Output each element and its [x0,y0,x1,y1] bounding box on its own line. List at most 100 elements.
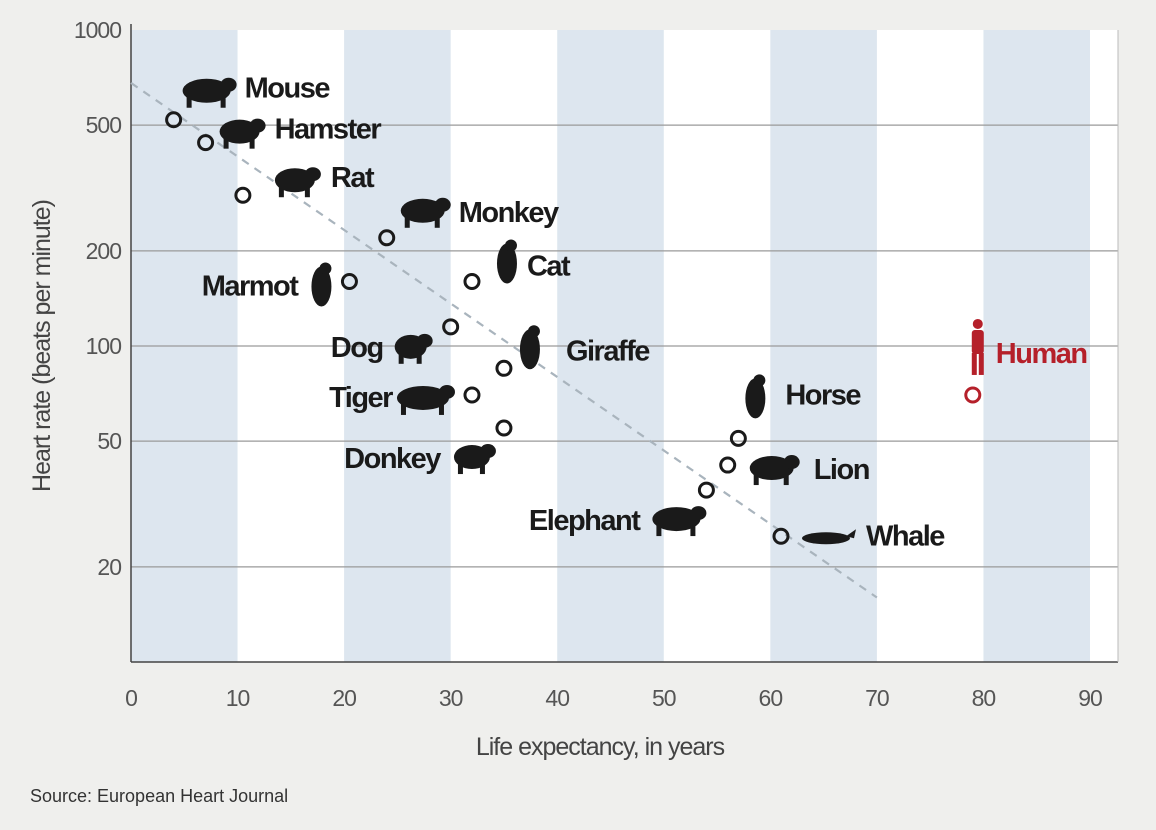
animal-leg-shape [398,350,404,364]
animal-leg-shape [278,184,284,198]
point-label: Horse [785,379,861,411]
y-tick-label: 20 [97,554,121,580]
rat-icon [274,167,321,198]
point-label: Marmot [202,270,300,302]
x-tick-label: 30 [439,685,463,711]
human-leg-shape [971,352,977,375]
animal-leg-shape [186,94,192,108]
y-tick-label: 50 [97,428,121,454]
animal-leg-shape [220,94,226,108]
data-point-marker [463,386,481,404]
x-tick-label: 90 [1078,685,1102,711]
x-tick-label: 10 [226,685,250,711]
animal-body-shape [801,532,850,545]
data-point-marker [442,318,460,336]
x-tick-label: 0 [125,685,137,711]
data-point-marker [340,272,358,290]
animal-body-shape [749,456,794,481]
data-point-marker [697,481,715,499]
data-point-monkey: Monkey [378,197,561,247]
animal-head-shape [753,374,766,387]
data-point-marker [378,229,396,247]
data-point-marker [495,419,513,437]
point-label: Monkey [459,197,559,229]
point-label: Tiger [329,382,393,414]
animal-head-shape [690,506,707,521]
whale-icon [801,529,856,545]
horse-icon [745,374,766,419]
animal-leg-shape [479,461,485,475]
mouse-icon [182,77,237,108]
animal-leg-shape [457,461,463,475]
animal-leg-shape [223,135,229,149]
y-axis-label: Heart rate (beats per minute) [28,200,56,492]
elephant-icon [652,506,707,537]
point-label: Giraffe [566,335,650,367]
data-point-human: Human [964,318,1088,404]
y-tick-label: 1000 [74,17,121,43]
data-point-cat: Cat [463,239,573,290]
data-point-horse: Horse [729,374,863,447]
data-point-tiger: Tiger [329,382,481,415]
animal-head-shape [783,455,800,470]
animal-head-shape [416,333,433,348]
animal-leg-shape [249,135,255,149]
animal-head-shape [220,77,237,92]
point-label: Donkey [344,443,441,475]
point-label: Elephant [529,505,641,537]
animal-body-shape [652,507,701,532]
animal-body-shape [745,378,766,419]
animal-leg-shape [416,350,422,364]
animal-leg-shape [404,214,410,228]
x-axis-label: Life expectancy, in years [476,733,725,761]
animal-leg-shape [753,472,759,486]
x-tick-label: 80 [972,685,996,711]
animal-leg-shape [304,184,310,198]
data-point-marker [463,272,481,290]
human-icon [971,318,984,375]
animal-leg-shape [783,472,789,486]
x-tick-label: 40 [545,685,569,711]
data-point-hamster: Hamster [197,114,383,152]
hamster-icon [219,118,266,149]
data-point-marmot: Marmot [202,262,358,307]
x-tick-label: 70 [865,685,889,711]
source-note: Source: European Heart Journal [30,786,288,806]
animal-head-shape [319,262,332,275]
marmot-icon [311,262,332,307]
animal-head-shape [504,239,517,252]
human-head-shape [972,318,983,329]
point-label: Cat [527,250,571,282]
animal-body-shape [519,329,540,370]
whale-tail-shape [845,529,856,539]
x-tick-label: 20 [332,685,356,711]
animal-leg-shape [690,523,696,537]
human-body-shape [971,329,984,354]
animal-body-shape [219,119,260,144]
point-label: Mouse [245,73,331,105]
tiger-icon [396,384,455,415]
cat-icon [496,239,517,284]
x-tick-label: 50 [652,685,676,711]
point-label: Rat [331,162,375,194]
dog-icon [394,333,433,364]
animal-leg-shape [438,401,444,415]
data-point-giraffe: Giraffe [495,325,652,377]
human-leg-shape [978,352,984,375]
data-point-marker [964,386,982,404]
animal-leg-shape [656,523,662,537]
giraffe-icon [519,325,540,370]
point-label: Dog [331,332,383,364]
animal-body-shape [396,385,449,410]
animal-leg-shape [400,401,406,415]
animal-head-shape [438,384,455,399]
data-point-mouse: Mouse [165,73,332,129]
animal-body-shape [400,198,445,223]
animal-body-shape [496,243,517,284]
animal-body-shape [311,266,332,307]
x-tick-label: 60 [759,685,783,711]
y-tick-label: 100 [86,333,122,359]
data-point-marker [234,186,252,204]
monkey-icon [400,197,451,228]
